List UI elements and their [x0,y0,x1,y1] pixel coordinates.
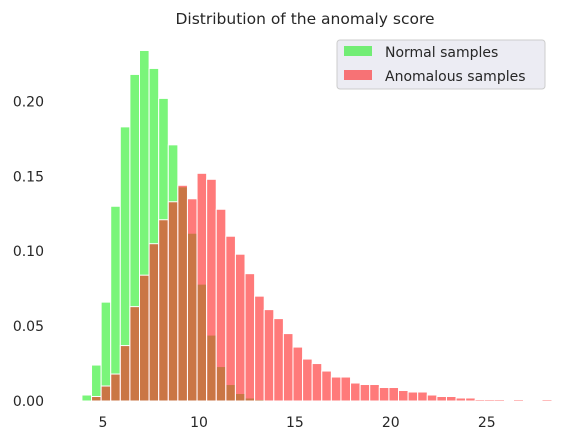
x-tick-label: 20 [382,415,400,431]
x-tick-label: 5 [99,415,108,431]
bar-anomalous-24 [311,363,323,402]
bar-anomalous-13 [206,178,217,402]
bar-anomalous-38 [445,396,457,402]
bar-anomalous-28 [350,382,361,402]
bar-anomalous-40 [465,397,476,402]
bar-anomalous-37 [436,396,447,402]
bar-anomalous-33 [398,390,409,402]
bar-anomalous-15 [225,235,236,402]
bar-anomalous-30 [369,384,380,402]
legend-label-normal: Normal samples [385,45,498,61]
legend-swatch-normal [344,46,372,56]
bar-anomalous-16 [234,253,246,402]
bar-anomalous-29 [359,384,371,402]
bar-anomalous-9 [167,201,179,402]
bar-anomalous-1 [91,396,102,402]
bar-anomalous-39 [455,397,467,402]
bar-anomalous-45 [513,399,524,402]
bar-anomalous-31 [378,387,390,402]
bar-anomalous-8 [158,219,169,402]
legend-swatch-anomalous [344,70,372,80]
bar-anomalous-42 [484,399,495,402]
bar-anomalous-32 [388,387,400,402]
bar-anomalous-43 [493,399,505,402]
bar-anomalous-3 [110,373,121,402]
bar-normal-0 [81,394,93,402]
bar-anomalous-23 [302,358,313,402]
series-anomalous [91,172,553,402]
bar-anomalous-25 [321,370,332,402]
bar-anomalous-35 [417,391,428,402]
y-tick-label: 0.10 [13,244,44,260]
bar-anomalous-17 [244,273,256,402]
bar-normal-1 [91,364,102,402]
bar-anomalous-12 [196,172,208,402]
legend: Normal samples Anomalous samples [336,39,546,90]
x-tick-label: 25 [478,415,496,431]
bar-anomalous-14 [215,208,227,402]
bars-layer [81,49,553,402]
bar-anomalous-27 [340,376,352,402]
chart-title: Distribution of the anomaly score [175,10,434,28]
x-tick-label: 10 [190,415,208,431]
bar-anomalous-7 [148,243,160,402]
bar-anomalous-4 [119,345,131,402]
bar-anomalous-2 [100,385,112,402]
x-axis: 5 10 15 20 25 [99,415,496,431]
bar-anomalous-36 [426,394,438,402]
y-tick-label: 0.00 [13,394,44,410]
legend-label-anomalous: Anomalous samples [385,69,526,85]
bar-anomalous-10 [177,184,188,402]
bar-anomalous-20 [273,318,284,402]
bar-anomalous-18 [254,295,265,402]
bar-normal-3 [110,205,121,402]
y-tick-label: 0.20 [13,94,44,110]
bar-anomalous-5 [129,306,141,402]
legend-box [336,39,546,90]
bar-anomalous-21 [282,333,294,402]
bar-anomalous-11 [186,198,198,402]
bar-anomalous-26 [330,376,342,402]
y-tick-label: 0.15 [13,169,44,185]
y-tick-label: 0.05 [13,319,44,335]
y-axis: 0.00 0.05 0.10 0.15 0.20 [13,94,44,410]
bar-anomalous-6 [139,274,150,402]
bar-anomalous-34 [407,391,419,402]
bar-anomalous-22 [292,346,304,402]
bar-anomalous-41 [474,399,486,402]
x-tick-label: 15 [286,415,304,431]
bar-anomalous-48 [541,399,553,402]
bar-anomalous-19 [263,309,275,402]
